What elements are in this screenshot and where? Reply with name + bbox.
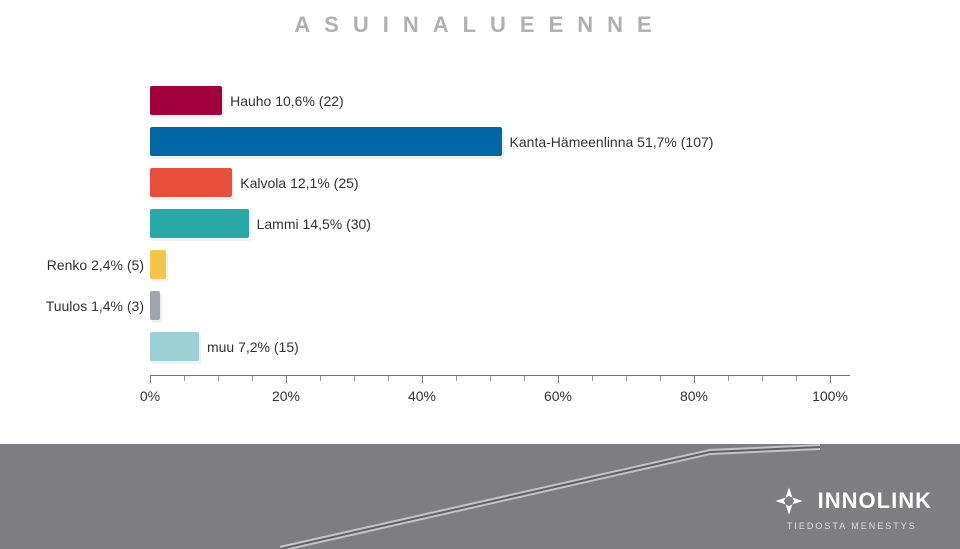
x-tick-minor [626, 376, 627, 381]
x-tick-minor [456, 376, 457, 381]
page-footer: INNOLINK TIEDOSTA MENESTYS [0, 444, 960, 549]
x-tick-minor [660, 376, 661, 381]
bar [150, 209, 249, 238]
bar [150, 127, 502, 156]
bar-label: Kalvola 12,1% (25) [240, 175, 358, 191]
chart-plot: Hauho 10,6% (22) Kanta-Hämeenlinna 51,7% … [150, 80, 830, 370]
x-tick-minor [728, 376, 729, 381]
bar-row: Kalvola 12,1% (25) [150, 162, 830, 203]
x-tick-minor [218, 376, 219, 381]
x-tick-minor [320, 376, 321, 381]
x-tick-minor [796, 376, 797, 381]
bar [150, 291, 160, 320]
x-tick-minor [184, 376, 185, 381]
bar-row: muu 7,2% (15) [150, 326, 830, 367]
x-tick-minor [592, 376, 593, 381]
x-tick-label: 0% [140, 388, 160, 404]
bar [150, 332, 199, 361]
bar [150, 168, 232, 197]
x-tick-major [422, 376, 423, 383]
bar-label: Hauho 10,6% (22) [230, 93, 344, 109]
x-tick-label: 100% [812, 388, 848, 404]
x-tick-label: 60% [544, 388, 572, 404]
x-tick-label: 40% [408, 388, 436, 404]
page-title: ASUINALUEENNE [0, 0, 960, 38]
x-tick-minor [762, 376, 763, 381]
bar-row: Renko 2,4% (5) [150, 244, 830, 285]
bar-chart: Hauho 10,6% (22) Kanta-Hämeenlinna 51,7% … [150, 80, 850, 420]
brand-name: INNOLINK [818, 488, 932, 514]
x-tick-major [286, 376, 287, 383]
bar-label: Lammi 14,5% (30) [257, 216, 371, 232]
bar-row: Hauho 10,6% (22) [150, 80, 830, 121]
x-tick-major [830, 376, 831, 383]
bar-row: Lammi 14,5% (30) [150, 203, 830, 244]
bar-label: muu 7,2% (15) [207, 339, 299, 355]
bar-label: Renko 2,4% (5) [47, 257, 144, 273]
x-tick-minor [388, 376, 389, 381]
x-tick-label: 20% [272, 388, 300, 404]
brand-logo-icon [772, 484, 806, 518]
bar-row: Kanta-Hämeenlinna 51,7% (107) [150, 121, 830, 162]
x-tick-minor [490, 376, 491, 381]
x-tick-major [694, 376, 695, 383]
brand-tagline: TIEDOSTA MENESTYS [772, 521, 932, 531]
x-tick-minor [524, 376, 525, 381]
x-axis-ticks: 0%20%40%60%80%100% [150, 376, 850, 406]
bar [150, 86, 222, 115]
x-tick-major [150, 376, 151, 383]
x-tick-major [558, 376, 559, 383]
brand-block: INNOLINK TIEDOSTA MENESTYS [772, 484, 932, 531]
decorative-wire [280, 444, 820, 549]
x-tick-label: 80% [680, 388, 708, 404]
bar-label: Kanta-Hämeenlinna 51,7% (107) [510, 134, 714, 150]
bar [150, 250, 166, 279]
bar-row: Tuulos 1,4% (3) [150, 285, 830, 326]
bar-label: Tuulos 1,4% (3) [46, 298, 144, 314]
x-tick-minor [252, 376, 253, 381]
x-tick-minor [354, 376, 355, 381]
